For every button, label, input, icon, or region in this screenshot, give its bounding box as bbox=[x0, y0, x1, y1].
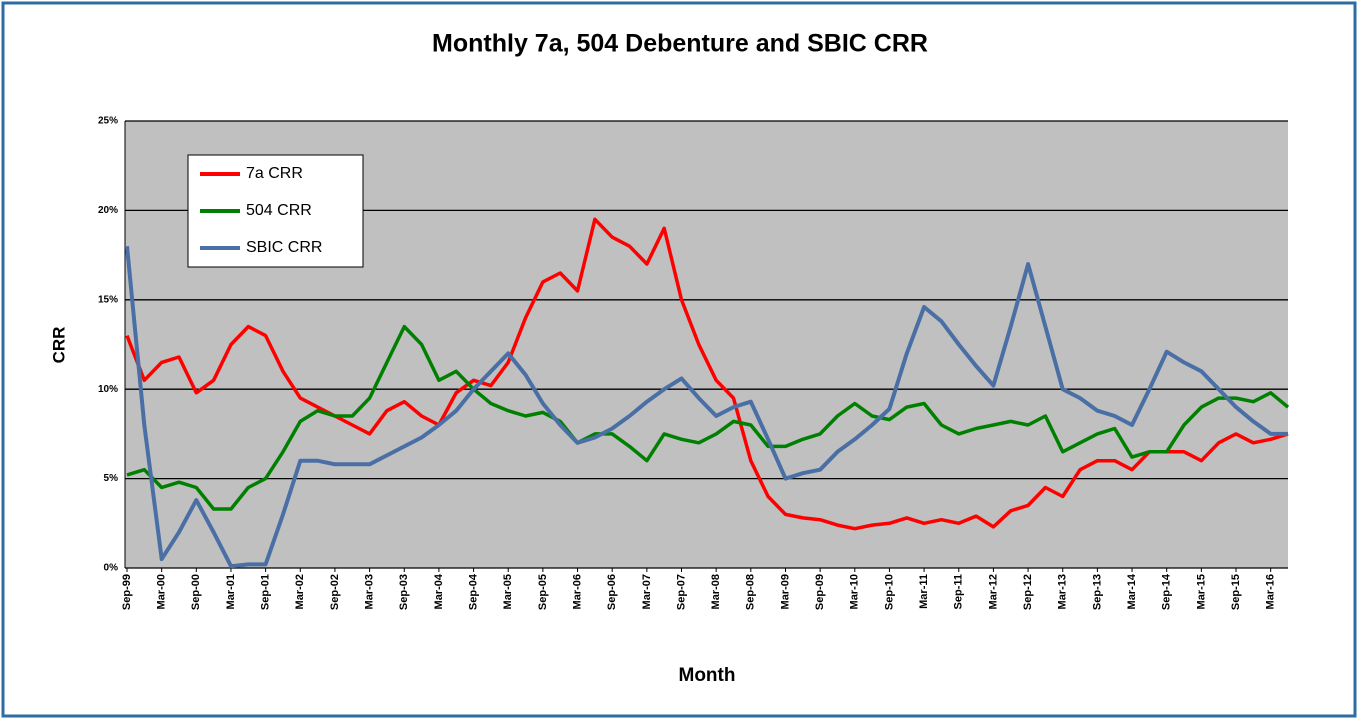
series-line bbox=[125, 246, 1288, 569]
x-tick-label: Sep-14 bbox=[1161, 573, 1173, 610]
x-tick-label: Mar-05 bbox=[502, 574, 514, 609]
x-tick-label: Sep-99 bbox=[121, 574, 133, 610]
x-tick-label: Mar-13 bbox=[1057, 574, 1069, 609]
series-line bbox=[126, 324, 1290, 511]
x-tick-label: Sep-06 bbox=[606, 574, 618, 610]
x-tick-label: Sep-08 bbox=[745, 574, 757, 610]
y-tick-label: 15% bbox=[98, 294, 118, 305]
x-tick-label: Sep-02 bbox=[329, 574, 341, 610]
x-tick-label: Sep-09 bbox=[814, 574, 826, 610]
x-tick-label: Sep-00 bbox=[190, 574, 202, 610]
y-tick-label: 20% bbox=[98, 205, 118, 216]
x-tick-label: Mar-14 bbox=[1126, 573, 1138, 609]
x-tick-label: Sep-05 bbox=[537, 574, 549, 610]
x-tick-label: Sep-13 bbox=[1091, 574, 1103, 610]
x-tick-label: Mar-02 bbox=[294, 574, 306, 609]
x-tick-label: Sep-07 bbox=[675, 574, 687, 610]
y-tick-label: 0% bbox=[104, 563, 119, 574]
y-tick-label: 25% bbox=[98, 116, 118, 127]
x-tick-label: Mar-15 bbox=[1195, 574, 1207, 609]
series-line bbox=[125, 217, 1289, 531]
y-tick-label: 10% bbox=[98, 384, 118, 395]
x-tick-label: Sep-10 bbox=[883, 574, 895, 610]
y-axis-label: CRR bbox=[49, 327, 68, 364]
x-tick-label: Sep-01 bbox=[260, 574, 272, 610]
x-tick-label: Sep-12 bbox=[1022, 574, 1034, 610]
x-tick-label: Mar-00 bbox=[156, 574, 168, 609]
x-tick-label: Mar-06 bbox=[571, 574, 583, 609]
x-tick-label: Sep-04 bbox=[467, 573, 479, 610]
legend: 7a CRR 504 CRR SBIC CRR bbox=[187, 154, 364, 268]
x-tick-label: Mar-04 bbox=[433, 573, 445, 609]
x-tick-label: Mar-16 bbox=[1265, 574, 1277, 609]
x-tick-label: Mar-12 bbox=[987, 574, 999, 609]
x-tick-label: Mar-11 bbox=[918, 574, 930, 609]
x-tick-label: Sep-03 bbox=[398, 574, 410, 610]
x-axis-label: Month bbox=[679, 665, 736, 686]
legend-label: 7a CRR bbox=[246, 165, 303, 182]
x-tick-label: Mar-07 bbox=[641, 574, 653, 609]
chart-title: Monthly 7a, 504 Debenture and SBIC CRR bbox=[432, 30, 928, 58]
x-tick-label: Mar-03 bbox=[364, 574, 376, 609]
legend-label: SBIC CRR bbox=[246, 239, 322, 256]
x-tick-label: Mar-01 bbox=[225, 574, 237, 609]
y-tick-label: 5% bbox=[104, 473, 119, 484]
x-tick-label: Sep-15 bbox=[1230, 574, 1242, 610]
x-tick-label: Mar-10 bbox=[849, 574, 861, 609]
x-tick-label: Sep-11 bbox=[953, 574, 965, 609]
legend-label: 504 CRR bbox=[246, 202, 312, 219]
x-tick-label: Mar-09 bbox=[779, 574, 791, 609]
x-tick-label: Mar-08 bbox=[710, 574, 722, 609]
